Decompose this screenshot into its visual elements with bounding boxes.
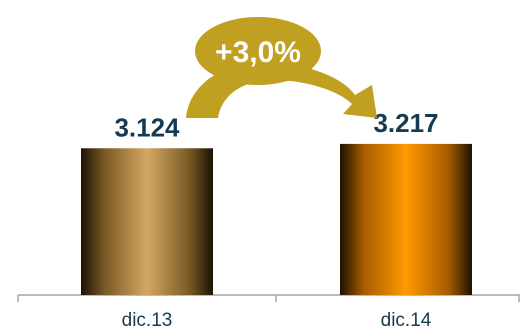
x-tick-label-dic13: dic.13 [122,310,173,331]
bar-dic14 [340,143,472,295]
growth-badge [195,17,321,85]
x-tick-label-dic14: dic.14 [381,310,432,331]
data-label-dic13: 3.124 [114,112,180,142]
data-label-dic14: 3.217 [373,108,438,138]
growth-arrow: +3,0% [186,17,377,118]
bar-dic13 [81,148,213,295]
growth-percentage-label: +3,0% [215,36,301,69]
